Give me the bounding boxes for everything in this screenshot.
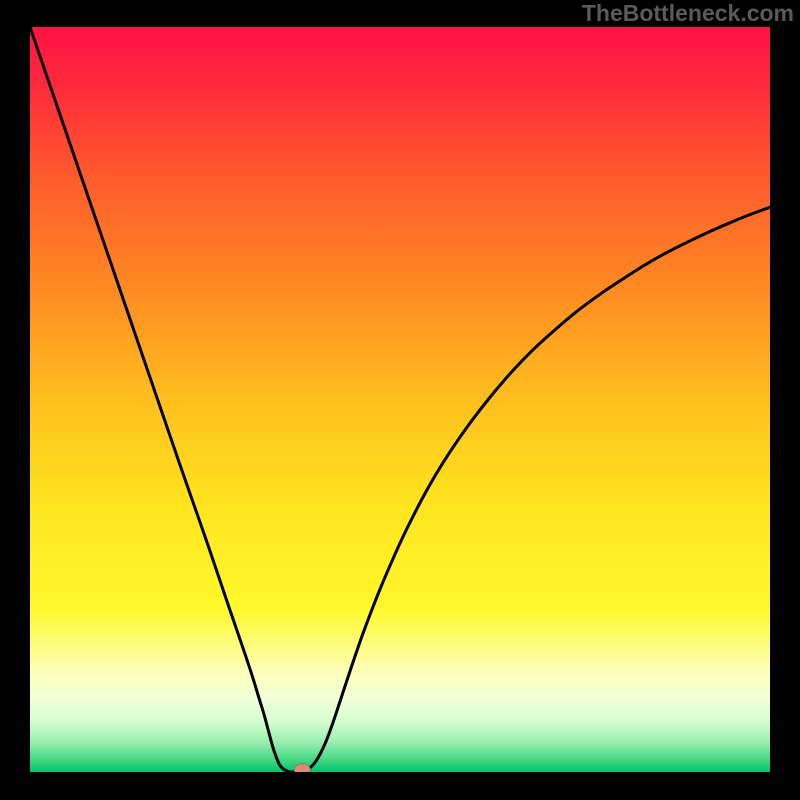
optimal-point-marker	[294, 764, 310, 772]
watermark-text: TheBottleneck.com	[582, 0, 794, 27]
plot-area	[30, 27, 770, 772]
plot-svg	[30, 27, 770, 772]
plot-background-gradient	[30, 27, 770, 772]
chart-container: TheBottleneck.com	[0, 0, 800, 800]
